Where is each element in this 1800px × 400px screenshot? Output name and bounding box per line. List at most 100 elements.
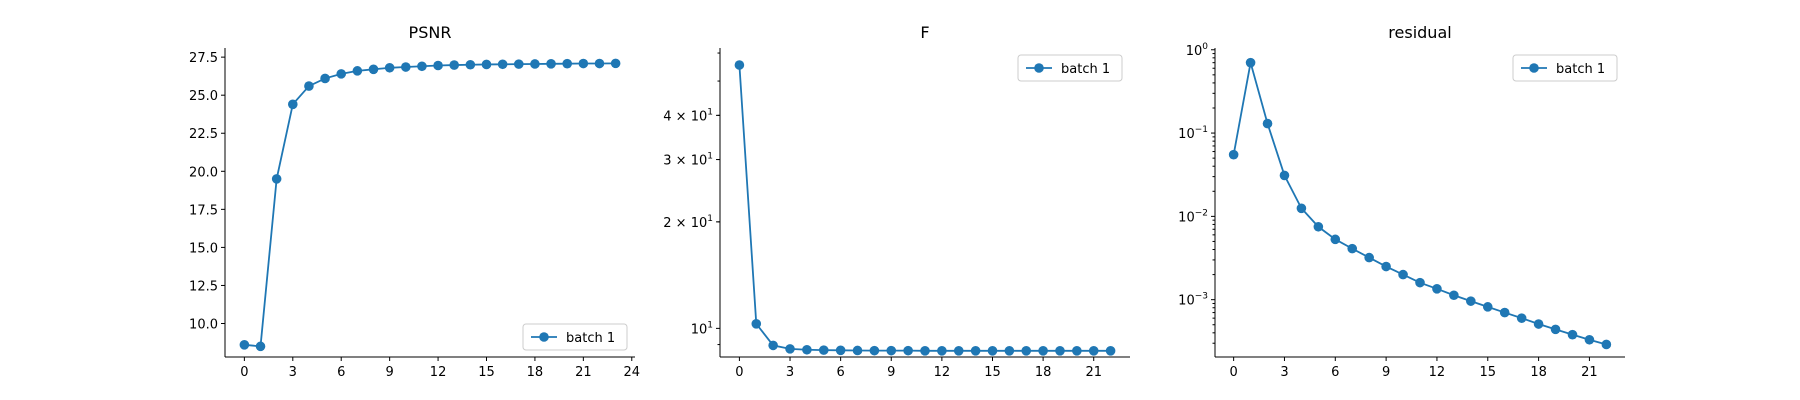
data-point	[1381, 261, 1391, 272]
legend-box	[522, 323, 628, 351]
x-tick-label: 0	[735, 365, 743, 380]
legend-marker	[1529, 63, 1539, 73]
data-point	[1279, 170, 1290, 181]
y-tick-label: 15.0	[189, 241, 218, 256]
data-point	[1482, 302, 1493, 312]
x-tick-label: 21	[1581, 365, 1598, 380]
data-point	[336, 69, 347, 79]
data-point	[352, 66, 363, 76]
y-tick-label: 20.0	[189, 165, 218, 180]
data-point	[818, 345, 829, 355]
y-tick-label: 17.5	[189, 203, 218, 218]
data-point	[497, 59, 508, 70]
legend-label: batch 1	[1556, 62, 1605, 77]
data-point	[1533, 319, 1544, 329]
data-point	[562, 58, 573, 69]
data-point	[1296, 203, 1307, 214]
data-point	[1072, 346, 1082, 356]
x-tick-label: 0	[1229, 365, 1237, 380]
x-tick-label: 9	[887, 365, 895, 380]
data-point	[1398, 269, 1408, 280]
x-tick-label: 6	[1331, 365, 1339, 380]
series-line	[1232, 62, 1607, 346]
data-point	[1330, 234, 1341, 245]
data-point	[320, 73, 330, 84]
chart-panel-0: PSNR 0 3 6 9 12 15 18 21 24 10.0 12.5 15.0 17.5 20.0 22…	[189, 23, 640, 380]
y-tick-label: 3 × 101	[663, 152, 713, 169]
x-tick-label: 12	[934, 365, 951, 380]
data-point	[734, 60, 745, 70]
y-tick-label: 100	[1186, 42, 1209, 59]
legend-label: batch 1	[566, 331, 615, 346]
data-point	[1449, 290, 1459, 301]
x-tick-label: 6	[836, 365, 844, 380]
chart-panel-1: F 0 3 6 9 12 15 18 21 101 2 × 101 3 × 101 4 × 101 bat…	[663, 23, 1130, 380]
data-point	[1567, 329, 1578, 340]
data-point	[465, 59, 476, 70]
y-tick-label: 10−2	[1178, 208, 1208, 225]
x-tick-label: 15	[1479, 365, 1496, 380]
chart-title: residual	[1388, 23, 1451, 42]
legend-box	[1512, 54, 1618, 82]
data-point	[255, 341, 266, 352]
data-point	[1021, 346, 1032, 356]
data-point	[610, 58, 621, 69]
legend-marker	[1034, 63, 1044, 73]
y-tick-label: 10−3	[1178, 292, 1208, 309]
chart-title: PSNR	[409, 23, 452, 42]
x-tick-label: 9	[386, 365, 394, 380]
data-point	[869, 345, 880, 356]
data-point	[886, 345, 897, 356]
series-line	[738, 64, 1111, 352]
x-tick-label: 21	[1085, 365, 1102, 380]
x-tick-label: 21	[575, 365, 592, 380]
data-point	[1004, 346, 1015, 356]
data-point	[970, 346, 981, 356]
data-point	[513, 59, 524, 69]
data-point	[384, 62, 395, 73]
y-tick-label: 10.0	[189, 318, 218, 333]
data-point	[530, 59, 540, 69]
data-point	[802, 344, 812, 355]
data-point	[481, 59, 492, 70]
x-tick-label: 18	[1530, 365, 1547, 380]
data-point	[785, 344, 795, 354]
data-point	[768, 340, 778, 351]
x-tick-label: 18	[1035, 365, 1052, 380]
data-point	[368, 64, 379, 75]
x-tick-label: 12	[1429, 365, 1446, 380]
data-point	[1584, 334, 1595, 345]
y-tick-label: 27.5	[189, 51, 218, 66]
x-tick-label: 24	[623, 365, 640, 380]
data-point	[1228, 149, 1239, 160]
data-point	[1550, 324, 1561, 335]
y-tick-label: 10−1	[1178, 125, 1208, 142]
data-point	[1466, 296, 1476, 306]
data-point	[1516, 313, 1527, 323]
data-point	[449, 60, 460, 70]
data-point	[1313, 221, 1324, 232]
x-tick-label: 9	[1382, 365, 1390, 380]
data-point	[835, 345, 846, 356]
y-tick-label: 101	[691, 320, 713, 337]
data-point	[1245, 57, 1256, 68]
legend-marker	[539, 332, 549, 342]
data-point	[239, 340, 250, 350]
y-tick-label: 12.5	[189, 279, 218, 294]
x-tick-label: 15	[984, 365, 1001, 380]
data-point	[1499, 307, 1510, 318]
chart-title: F	[920, 23, 929, 42]
x-tick-label: 3	[289, 365, 297, 380]
y-tick-label: 25.0	[189, 89, 218, 104]
data-point	[1415, 277, 1425, 288]
data-point	[287, 99, 298, 110]
data-point	[1347, 243, 1358, 254]
x-tick-label: 18	[527, 365, 544, 380]
data-point	[987, 346, 998, 356]
x-tick-label: 0	[240, 365, 248, 380]
data-point	[1432, 284, 1442, 294]
data-point	[546, 59, 556, 69]
legend: batch 1	[1512, 54, 1618, 82]
data-point	[751, 319, 762, 329]
data-point	[304, 81, 314, 91]
